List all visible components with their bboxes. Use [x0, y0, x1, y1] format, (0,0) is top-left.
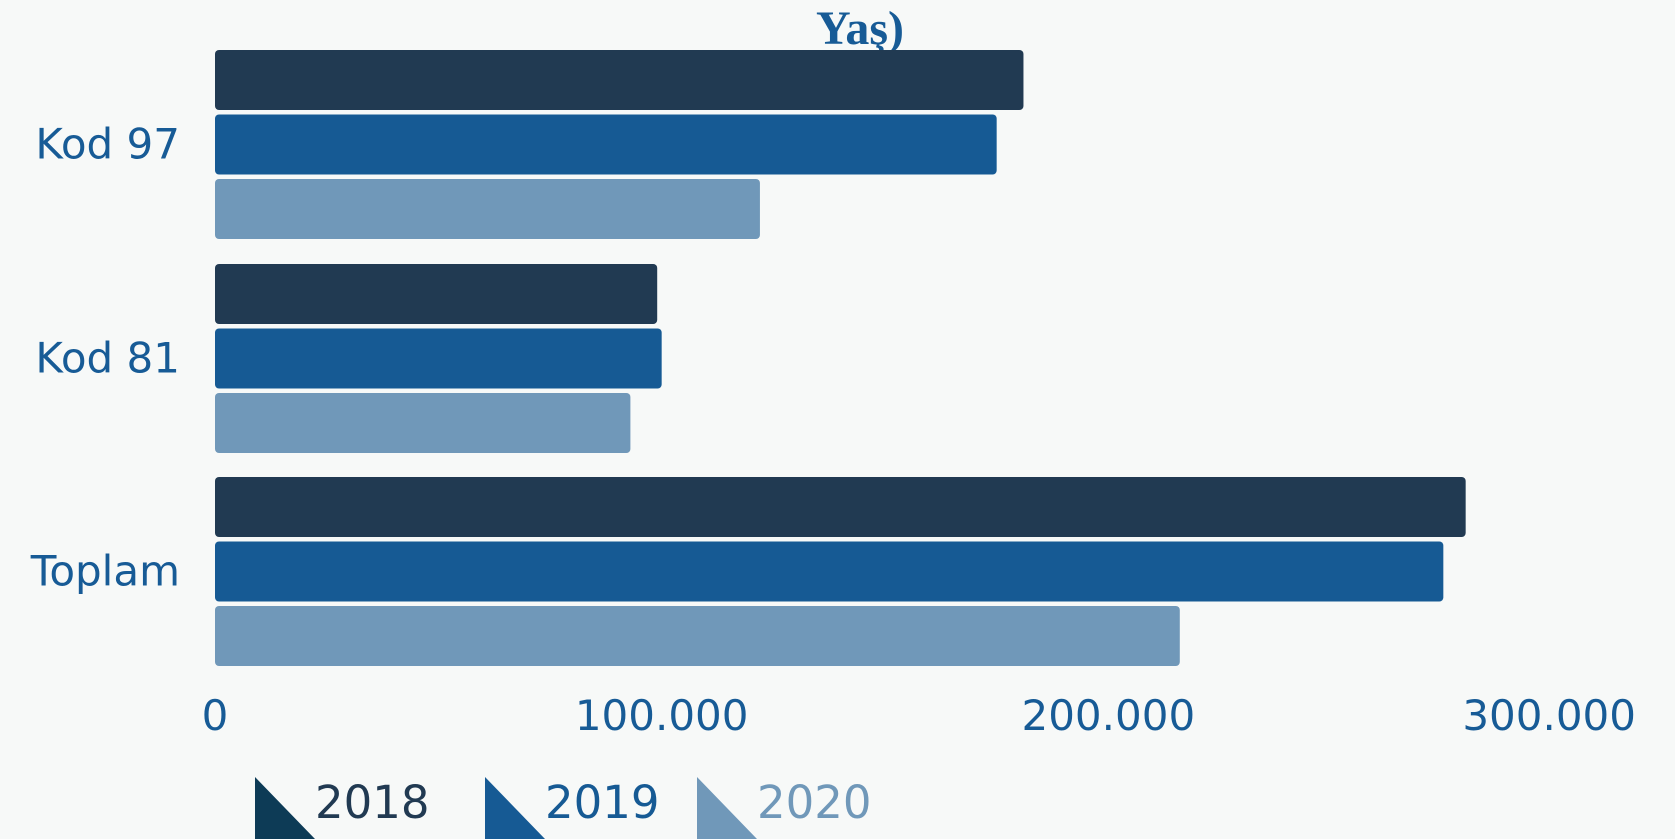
legend-label-2020: 2020: [757, 776, 872, 829]
bar-kod-97-2018: [215, 50, 1024, 110]
category-label-kod-97: Kod 97: [35, 120, 180, 169]
legend-marker-2018: [255, 777, 315, 839]
bars-group: [215, 50, 1466, 666]
chart-title: Yaş): [816, 2, 904, 55]
category-label-kod-81: Kod 81: [35, 334, 180, 383]
legend-marker-2020: [697, 777, 757, 839]
x-axis-ticks: 0 100.000 200.000 300.000: [202, 691, 1636, 740]
bar-kod-81-2020: [215, 393, 631, 453]
legend-label-2018: 2018: [315, 776, 430, 829]
x-tick-label: 200.000: [1021, 691, 1195, 740]
bar-toplam-2020: [215, 606, 1180, 666]
x-tick-label: 300.000: [1462, 691, 1636, 740]
bar-toplam-2018: [215, 477, 1466, 537]
legend-marker-2019: [485, 777, 545, 839]
legend-label-2019: 2019: [545, 776, 660, 829]
category-labels: Kod 97 Kod 81 Toplam: [30, 120, 180, 596]
bar-kod-81-2018: [215, 264, 658, 324]
x-tick-label: 100.000: [575, 691, 749, 740]
bar-kod-97-2019: [215, 114, 997, 175]
legend: 2018 2019 2020: [255, 776, 872, 839]
bar-toplam-2019: [215, 541, 1444, 602]
category-label-toplam: Toplam: [30, 547, 180, 596]
x-tick-label: 0: [202, 691, 229, 740]
bar-kod-81-2019: [215, 328, 662, 389]
bar-kod-97-2020: [215, 179, 760, 239]
